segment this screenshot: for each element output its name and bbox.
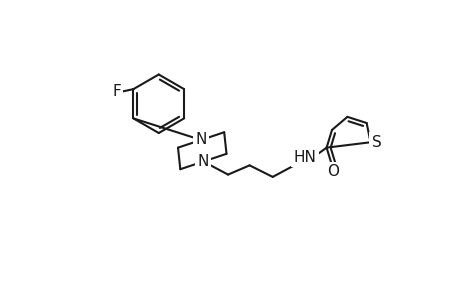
Text: HN: HN	[293, 150, 316, 165]
Text: O: O	[327, 164, 339, 179]
Text: N: N	[197, 154, 209, 169]
Text: F: F	[112, 84, 121, 99]
Text: S: S	[371, 135, 381, 150]
Text: N: N	[195, 132, 207, 147]
